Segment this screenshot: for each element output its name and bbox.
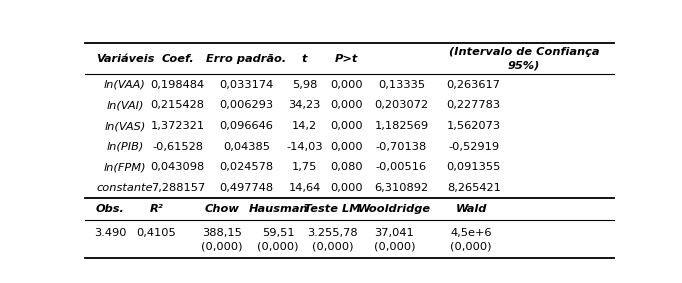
Text: -0,70138: -0,70138 (376, 142, 427, 152)
Text: 388,15: 388,15 (202, 228, 241, 238)
Text: 14,2: 14,2 (292, 121, 317, 131)
Text: 0,215428: 0,215428 (151, 100, 205, 110)
Text: Hausman: Hausman (248, 204, 308, 215)
Text: (0,000): (0,000) (201, 242, 242, 252)
Text: Variáveis: Variáveis (95, 54, 154, 64)
Text: (0,000): (0,000) (450, 242, 492, 252)
Text: Wooldridge: Wooldridge (358, 204, 431, 215)
Text: 0,198484: 0,198484 (151, 80, 205, 90)
Text: 8,265421: 8,265421 (447, 183, 501, 193)
Text: 0,04385: 0,04385 (223, 142, 270, 152)
Text: ln(VAI): ln(VAI) (106, 100, 144, 110)
Text: P>t: P>t (335, 54, 359, 64)
Text: -0,00516: -0,00516 (376, 162, 427, 172)
Text: 0,497748: 0,497748 (220, 183, 273, 193)
Text: 0,024578: 0,024578 (220, 162, 273, 172)
Text: 6,310892: 6,310892 (374, 183, 428, 193)
Text: Erro padrão.: Erro padrão. (207, 54, 286, 64)
Text: 0,227783: 0,227783 (447, 100, 501, 110)
Text: Coef.: Coef. (162, 54, 194, 64)
Text: 14,64: 14,64 (288, 183, 321, 193)
Text: (Intervalo de Confiança: (Intervalo de Confiança (449, 47, 599, 57)
Text: 3.255,78: 3.255,78 (308, 228, 358, 238)
Text: 0,13335: 0,13335 (378, 80, 425, 90)
Text: 34,23: 34,23 (288, 100, 321, 110)
Text: 0,4105: 0,4105 (136, 228, 177, 238)
Text: 0,096646: 0,096646 (220, 121, 273, 131)
Text: ln(VAA): ln(VAA) (104, 80, 146, 90)
Text: 0,000: 0,000 (331, 121, 364, 131)
Text: 0,203072: 0,203072 (374, 100, 428, 110)
Text: Wald: Wald (456, 204, 487, 215)
Text: Chow: Chow (204, 204, 239, 215)
Text: 3.490: 3.490 (94, 228, 126, 238)
Text: 0,000: 0,000 (331, 80, 364, 90)
Text: 0,033174: 0,033174 (220, 80, 273, 90)
Text: 0,006293: 0,006293 (220, 100, 273, 110)
Text: -14,03: -14,03 (286, 142, 323, 152)
Text: 0,000: 0,000 (331, 142, 364, 152)
Text: (0,000): (0,000) (312, 242, 353, 252)
Text: 5,98: 5,98 (292, 80, 317, 90)
Text: 4,5e+6: 4,5e+6 (450, 228, 492, 238)
Text: 1,182569: 1,182569 (374, 121, 428, 131)
Text: 0,000: 0,000 (331, 100, 364, 110)
Text: 0,000: 0,000 (331, 183, 364, 193)
Text: 1,372321: 1,372321 (151, 121, 205, 131)
Text: constante: constante (97, 183, 153, 193)
Text: (0,000): (0,000) (374, 242, 415, 252)
Text: 0,263617: 0,263617 (447, 80, 501, 90)
Text: 59,51: 59,51 (262, 228, 295, 238)
Text: Obs.: Obs. (95, 204, 125, 215)
Text: 37,041: 37,041 (374, 228, 415, 238)
Text: 1,75: 1,75 (292, 162, 317, 172)
Text: 0,080: 0,080 (331, 162, 364, 172)
Text: -0,61528: -0,61528 (152, 142, 203, 152)
Text: 1,562073: 1,562073 (447, 121, 501, 131)
Text: ln(FPM): ln(FPM) (104, 162, 146, 172)
Text: ln(VAS): ln(VAS) (104, 121, 145, 131)
Text: 7,288157: 7,288157 (151, 183, 205, 193)
Text: Teste LM: Teste LM (304, 204, 361, 215)
Text: -0,52919: -0,52919 (448, 142, 499, 152)
Text: 0,043098: 0,043098 (151, 162, 205, 172)
Text: (0,000): (0,000) (257, 242, 299, 252)
Text: ln(PIB): ln(PIB) (106, 142, 144, 152)
Text: R²: R² (150, 204, 164, 215)
Text: t: t (302, 54, 308, 64)
Text: 95%): 95%) (508, 61, 540, 70)
Text: 0,091355: 0,091355 (447, 162, 501, 172)
